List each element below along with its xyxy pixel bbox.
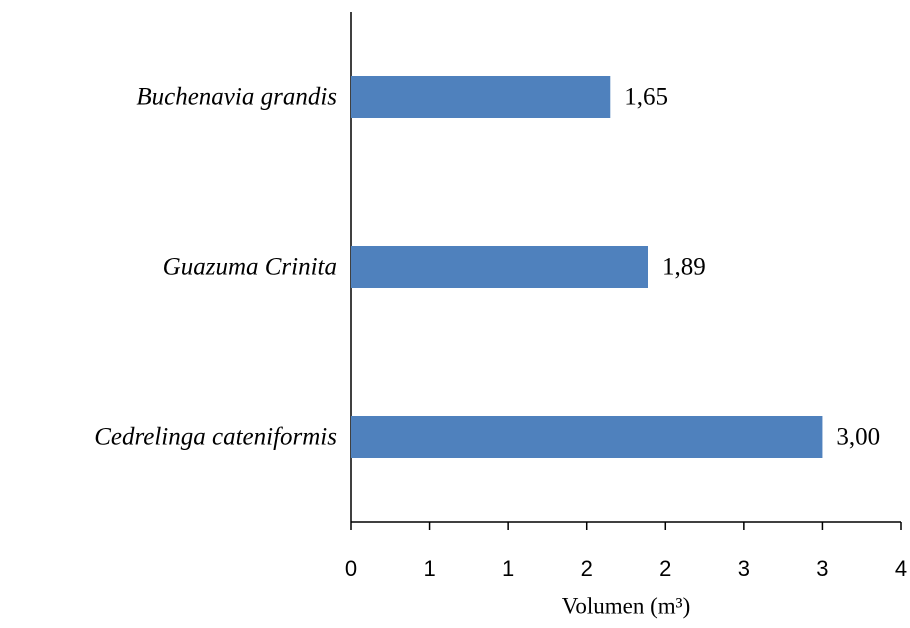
x-tick-label: 0 bbox=[345, 556, 357, 581]
x-tick-label: 3 bbox=[738, 556, 750, 581]
y-tick-label: Cedrelinga cateniformis bbox=[94, 424, 337, 451]
x-axis-title: Volumen (m³) bbox=[562, 593, 691, 618]
x-tick-label: 2 bbox=[581, 556, 593, 581]
y-tick-label: Guazuma Crinita bbox=[163, 254, 337, 281]
bar bbox=[351, 76, 611, 118]
value-label: 1,65 bbox=[624, 84, 668, 111]
value-label: 3,00 bbox=[836, 424, 880, 451]
y-tick-label: Buchenavia grandis bbox=[136, 84, 337, 111]
bar bbox=[351, 246, 648, 288]
x-tick-label: 3 bbox=[816, 556, 828, 581]
value-label: 1,89 bbox=[662, 254, 706, 281]
x-tick-label: 1 bbox=[502, 556, 514, 581]
x-tick-label: 1 bbox=[423, 556, 435, 581]
bar bbox=[351, 416, 823, 458]
x-tick-label: 4 bbox=[895, 556, 907, 581]
x-tick-label: 2 bbox=[659, 556, 671, 581]
